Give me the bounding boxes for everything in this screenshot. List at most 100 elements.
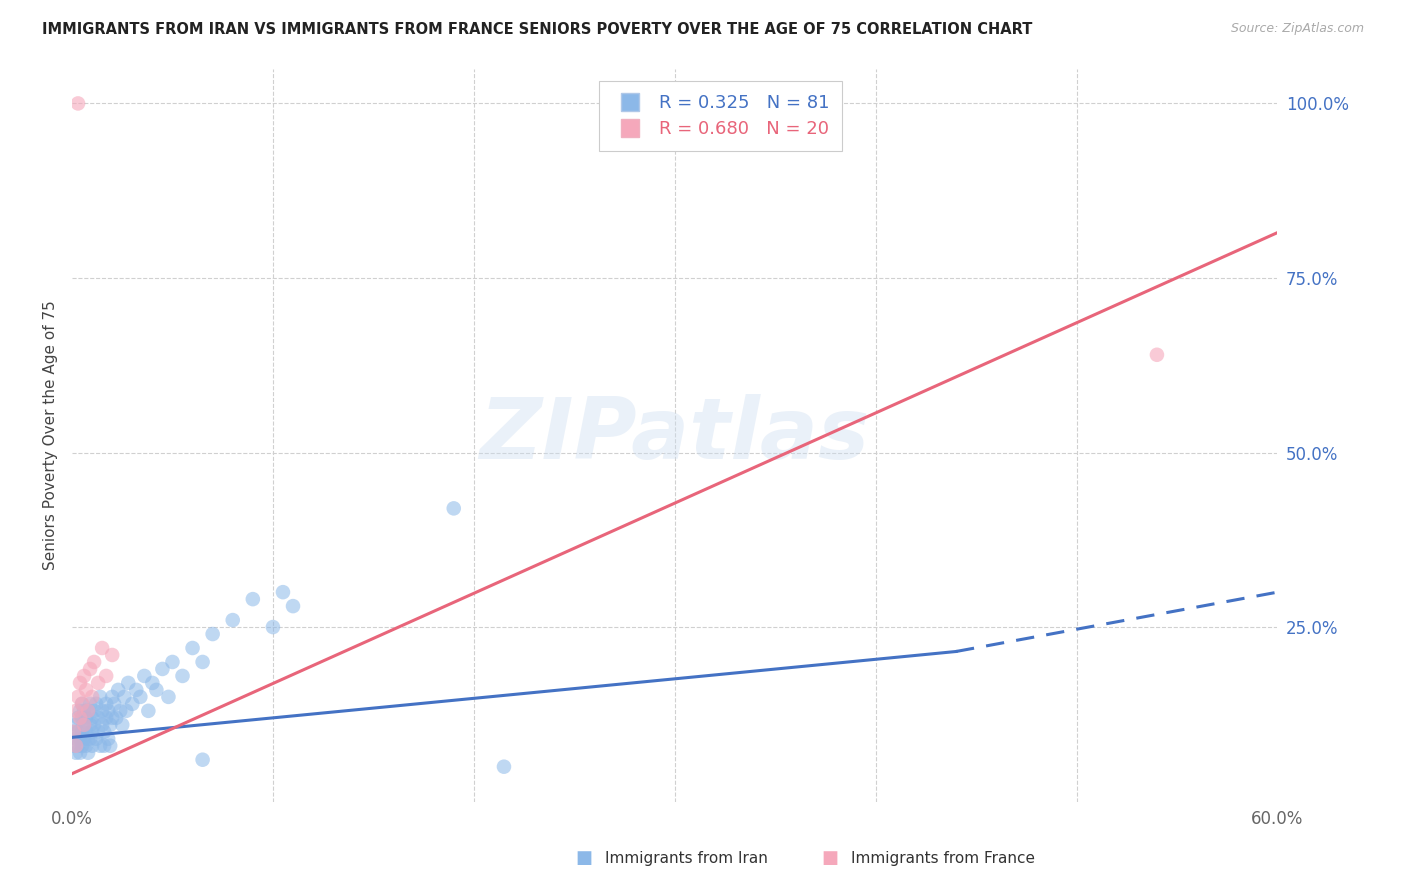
Point [83,718,105,732]
Point [67,690,90,704]
Point [65,718,87,732]
Point [89,739,111,753]
Point [172,669,194,683]
Point [63,724,86,739]
Point [70,739,93,753]
Point [82,711,104,725]
Point [83,704,105,718]
Point [70,711,93,725]
Point [91,718,114,732]
Point [443,501,465,516]
Point [82,690,104,704]
Text: ■: ■ [575,849,592,867]
Point [69,676,91,690]
Point [145,682,167,697]
Point [69,731,91,746]
Point [96,669,118,683]
Point [69,746,91,760]
Point [79,718,101,732]
Point [191,655,214,669]
Point [157,690,180,704]
Point [93,739,115,753]
Legend: R = 0.325   N = 81, R = 0.680   N = 20: R = 0.325 N = 81, R = 0.680 N = 20 [599,81,842,151]
Point [69,704,91,718]
Point [75,682,97,697]
Point [87,711,110,725]
Point [97,704,120,718]
Point [67,724,90,739]
Point [105,711,128,725]
Point [77,704,100,718]
Point [73,718,96,732]
Point [69,711,91,725]
Point [84,731,107,746]
Point [75,711,97,725]
Point [222,613,245,627]
Point [101,648,124,662]
Point [91,704,114,718]
Point [242,592,264,607]
Point [110,704,132,718]
Point [262,620,284,634]
Point [271,585,294,599]
Point [121,697,143,711]
Point [115,704,138,718]
Point [82,724,104,739]
Text: Immigrants from Iran: Immigrants from Iran [605,851,768,865]
Text: ZIPatlas: ZIPatlas [479,393,870,476]
Point [111,718,134,732]
Text: Immigrants from France: Immigrants from France [851,851,1035,865]
Point [67,739,90,753]
Point [67,711,90,725]
Point [125,682,148,697]
Point [281,599,304,614]
Point [191,753,214,767]
Point [63,724,86,739]
Point [152,662,174,676]
Point [70,697,93,711]
Point [79,662,101,676]
Point [77,746,100,760]
Point [77,731,100,746]
Text: IMMIGRANTS FROM IRAN VS IMMIGRANTS FROM FRANCE SENIORS POVERTY OVER THE AGE OF 7: IMMIGRANTS FROM IRAN VS IMMIGRANTS FROM … [42,22,1032,37]
Text: Source: ZipAtlas.com: Source: ZipAtlas.com [1230,22,1364,36]
Point [82,739,104,753]
Point [134,669,156,683]
Point [201,627,224,641]
Point [70,724,93,739]
Point [79,697,101,711]
Point [181,640,204,655]
Point [1146,348,1168,362]
Point [65,739,87,753]
Point [91,640,114,655]
Point [492,760,515,774]
Point [96,711,118,725]
Point [162,655,184,669]
Point [65,704,87,718]
Point [87,724,110,739]
Point [70,697,93,711]
Point [101,711,124,725]
Point [67,96,90,111]
Point [129,690,152,704]
Point [98,739,121,753]
Y-axis label: Seniors Poverty Over the Age of 75: Seniors Poverty Over the Age of 75 [44,301,58,570]
Point [138,704,160,718]
Point [73,704,96,718]
Point [77,704,100,718]
Point [87,676,110,690]
Point [89,690,111,704]
Point [101,690,124,704]
Point [75,739,97,753]
Point [65,731,87,746]
Point [75,724,97,739]
Point [73,731,96,746]
Point [103,697,125,711]
Point [141,676,163,690]
Text: ■: ■ [821,849,838,867]
Point [107,682,129,697]
Point [65,746,87,760]
Point [93,724,115,739]
Point [73,718,96,732]
Point [117,676,139,690]
